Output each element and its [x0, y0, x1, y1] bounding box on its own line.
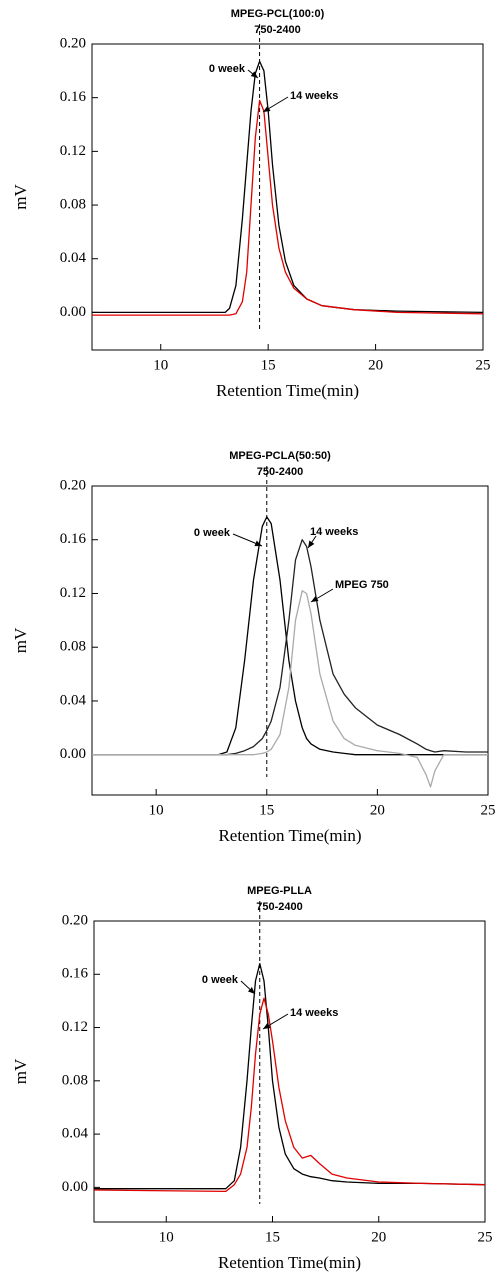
series-line	[92, 99, 484, 316]
chart-panel: MPEG-PLLA 750-2400 0.00 0.04 0.08 0.12 0.16 0.2…	[11, 885, 493, 1272]
x-tick-label: 15	[265, 1229, 280, 1245]
annotation-arrow	[307, 535, 317, 549]
y-tick-label: 0.20	[60, 35, 86, 51]
series-annotation: 0 week	[202, 974, 239, 986]
series-line	[92, 539, 488, 756]
y-tick-label: 0.04	[60, 692, 87, 708]
x-axis-label: Retention Time(min)	[218, 826, 361, 845]
x-tick-label: 20	[368, 357, 383, 373]
x-tick-label: 25	[481, 802, 496, 818]
x-tick-label: 25	[478, 1229, 493, 1245]
y-tick-label: 0.04	[60, 250, 87, 266]
x-tick-label: 10	[149, 802, 164, 818]
y-tick-label: 0.00	[62, 1179, 88, 1195]
chart-subtitle: 750-2400	[254, 24, 301, 36]
chart-title: MPEG-PCLA(50:50)	[229, 450, 331, 462]
series-annotation: 0 week	[194, 527, 231, 539]
chart-title: MPEG-PCL(100:0)	[231, 8, 325, 20]
y-axis-label: mV	[11, 627, 30, 653]
series-line	[92, 60, 484, 314]
chart-title: MPEG-PLLA	[247, 885, 312, 897]
series-line	[92, 590, 488, 788]
x-tick-label: 10	[159, 1229, 174, 1245]
y-tick-label: 0.08	[62, 1072, 88, 1088]
y-tick-label: 0.16	[60, 531, 87, 547]
annotation-arrow	[262, 1013, 289, 1030]
annotation-arrow	[247, 69, 259, 79]
series-annotation: 0 week	[209, 63, 246, 75]
annotation-arrow	[240, 980, 256, 995]
x-tick-label: 10	[153, 357, 168, 373]
plot-frame	[93, 920, 486, 1223]
x-tick-label: 20	[371, 1229, 386, 1245]
annotation-arrow	[232, 533, 263, 547]
y-tick-label: 0.12	[60, 585, 86, 601]
chart-panel: MPEG-PCLA(50:50) 750-2400 0.00 0.04 0.08 0.12…	[11, 450, 496, 845]
y-tick-label: 0.00	[60, 746, 86, 762]
y-tick-label: 0.08	[60, 196, 86, 212]
x-tick-label: 15	[259, 802, 274, 818]
y-tick-label: 0.00	[60, 304, 86, 320]
chart-panel: MPEG-PCL(100:0) 750-2400 0.00 0.04 0.08 0.12 0…	[11, 8, 491, 400]
series-line	[92, 516, 488, 756]
series-annotation: 14 weeks	[290, 90, 338, 102]
y-tick-label: 0.20	[60, 477, 86, 493]
y-tick-label: 0.12	[60, 143, 86, 159]
series-annotation: MPEG 750	[335, 579, 389, 591]
y-tick-label: 0.16	[60, 89, 87, 105]
x-tick-label: 25	[476, 357, 491, 373]
y-tick-label: 0.20	[62, 912, 88, 928]
x-axis-label: Retention Time(min)	[216, 381, 359, 400]
x-axis-label: Retention Time(min)	[218, 1253, 361, 1272]
y-tick-label: 0.04	[62, 1126, 89, 1142]
series-annotation: 14 weeks	[290, 1007, 338, 1019]
series-annotation: 14 weeks	[310, 526, 358, 538]
plot-frame	[91, 485, 489, 796]
annotation-arrow	[310, 588, 334, 603]
plot-frame	[91, 43, 484, 351]
series-line	[93, 997, 486, 1193]
chart-subtitle: 750-2400	[257, 466, 304, 478]
series-line	[94, 962, 486, 1190]
x-tick-label: 20	[370, 802, 385, 818]
chart-subtitle: 750-2400	[256, 901, 303, 913]
y-axis-label: mV	[11, 184, 30, 210]
y-axis-label: mV	[11, 1058, 30, 1084]
y-tick-label: 0.12	[62, 1019, 88, 1035]
x-tick-label: 15	[261, 357, 276, 373]
y-tick-label: 0.16	[62, 966, 89, 982]
y-tick-label: 0.08	[60, 639, 86, 655]
annotation-arrow	[262, 96, 289, 113]
